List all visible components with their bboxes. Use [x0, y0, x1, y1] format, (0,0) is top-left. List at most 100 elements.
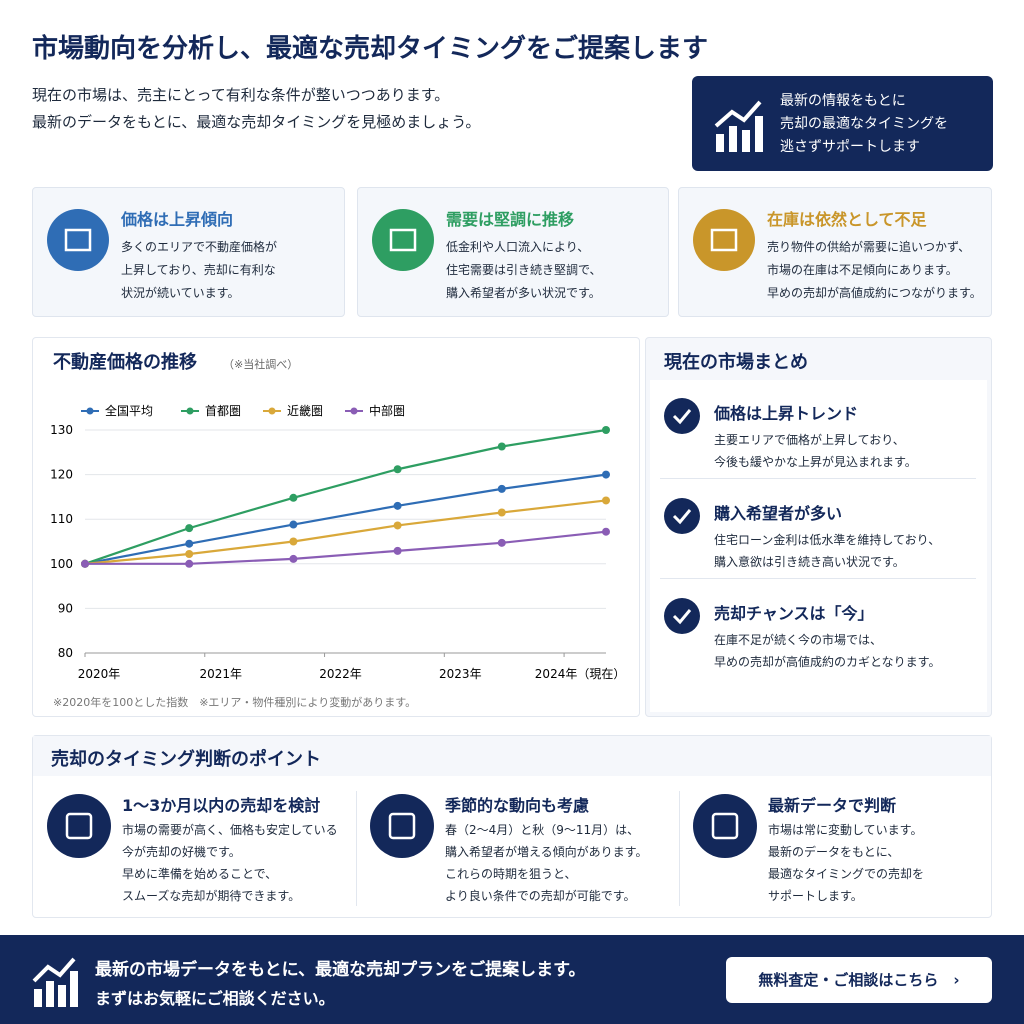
point-text: 購入希望者が増える傾向があります。 [445, 845, 648, 859]
chart: 不動産価格の推移 （※当社調べ） 80 90 100 110 120 130 2020年 2021… [50, 351, 626, 709]
lead: 現在の市場は、売主にとって有利な条件が整いつつあります。 [32, 86, 450, 104]
point-text: 市場は常に変動しています。 [768, 823, 923, 837]
check-circle [664, 398, 700, 434]
chart-subtitle: （※当社調べ） [223, 357, 298, 371]
points-title: 売却のタイミング判断のポイント [51, 749, 321, 770]
card-icon [47, 209, 109, 271]
data-point [393, 501, 402, 510]
x-tick-label: 2023年 [439, 667, 482, 681]
separator [660, 578, 976, 579]
data-point [289, 520, 298, 529]
point-icon [693, 794, 757, 858]
card-text: 購入希望者が多い状況です。 [446, 286, 601, 300]
check-icon [664, 498, 700, 534]
summary-item-text: 今後も緩やかな上昇が見込まれます。 [714, 455, 917, 469]
summary-item-text: 早めの売却が高値成約のカギとなります。 [714, 655, 941, 669]
card-text: 低金利や人口流入により、 [446, 240, 590, 254]
data-point [393, 465, 402, 474]
x-tick-label: 2022年 [319, 667, 362, 681]
point-text: 最新のデータをもとに、 [768, 845, 900, 859]
y-tick-label: 90 [58, 601, 73, 615]
icon-circle [370, 794, 434, 858]
data-point [393, 546, 402, 555]
summary-item-text: 主要エリアで価格が上昇しており、 [714, 433, 905, 447]
card-text: 市場の在庫は不足傾向にあります。 [767, 263, 958, 277]
point-icon [370, 794, 434, 858]
icon-circle [372, 209, 434, 271]
summary-item-text: 購入意欲は引き続き高い状況です。 [714, 555, 905, 569]
summary-item-text: 住宅ローン金利は低水準を維持しており、 [714, 533, 941, 547]
y-tick-label: 80 [58, 646, 73, 660]
data-point [602, 426, 610, 434]
check-circle [664, 598, 700, 634]
point-text: これらの時期を狙うと、 [445, 867, 577, 881]
data-point [289, 537, 298, 546]
summary-item-title: 売却チャンスは「今」 [714, 604, 874, 623]
point-text: サポートします。 [768, 889, 863, 903]
point-text: 市場の需要が高く、価格も安定している [122, 823, 338, 837]
data-point [185, 539, 194, 548]
card-text: 多くのエリアで不動産価格が [121, 240, 278, 254]
card: 需要は堅調に推移低金利や人口流入により、 住宅需要は引き続き堅調で、 購入希望者が多… [357, 187, 669, 317]
y-tick-label: 100 [50, 557, 73, 571]
point-text: 早めに準備を始めることで、 [122, 867, 278, 881]
card-icon [693, 209, 755, 271]
series-line [85, 530, 607, 565]
card-text: 住宅需要は引き続き堅調で、 [446, 263, 602, 277]
icon-glyph [65, 812, 93, 840]
data-point [602, 496, 610, 505]
series-line [84, 473, 607, 565]
card-icon [372, 209, 434, 271]
icon-glyph [389, 228, 417, 252]
badge-icon [714, 100, 763, 152]
data-point [497, 442, 506, 451]
legend-swatch [186, 407, 194, 415]
check-mark [672, 409, 692, 425]
check-circle [664, 498, 700, 534]
data-point [497, 538, 506, 547]
chart-note: ※2020年を100とした指数 ※エリア・物件種別により変動があります。 [53, 695, 416, 709]
data-point [289, 554, 298, 563]
icon-circle [47, 209, 109, 271]
data-point [602, 470, 610, 479]
check-mark [672, 509, 692, 525]
icon-glyph [388, 812, 416, 840]
series-line [84, 428, 607, 565]
summary-panel: 現在の市場まとめ 価格は上昇トレンド主要エリアで価格が上昇しており、 今後も緩やか… [645, 337, 992, 717]
data-point [185, 549, 194, 558]
card-title: 価格は上昇傾向 [121, 210, 234, 229]
footer-text: まずはお気軽にご相談ください。 [95, 989, 335, 1008]
legend-swatch [350, 407, 358, 415]
data-point [185, 524, 194, 533]
legend-swatch [268, 407, 276, 415]
icon-circle [693, 794, 757, 858]
card-title: 需要は堅調に推移 [446, 210, 575, 229]
icon-glyph [711, 812, 739, 840]
card-text: 上昇しており、売却に有利な [121, 263, 276, 277]
legend-label: 近畿圏 [287, 404, 323, 418]
data-point [393, 521, 402, 530]
separator [679, 791, 680, 906]
points-panel: 売却のタイミング判断のポイント 1〜3か月以内の売却を検討 市場の需要が高く、価格… [32, 735, 992, 918]
chart-title: 不動産価格の推移 [53, 351, 197, 373]
summary-title: 現在の市場まとめ [664, 352, 808, 373]
legend-label: 中部圏 [369, 403, 405, 418]
check-icon [664, 598, 700, 634]
badge-text: 最新の情報をもとに 売却の最適なタイミングを 逃さずサポートします [780, 93, 948, 155]
point-text: 春（2〜4月）と秋（9〜11月）は、 [445, 823, 640, 837]
icon-glyph [64, 228, 92, 252]
point-title: 最新データで判断 [768, 796, 897, 815]
icon-circle [47, 794, 111, 858]
x-tick-label: 2020年 [78, 667, 121, 681]
separator [660, 478, 976, 479]
badge: 最新の情報をもとに 売却の最適なタイミングを 逃さずサポートします [692, 76, 993, 171]
data-point [289, 493, 298, 502]
point-icon [47, 794, 111, 858]
legend-swatch [86, 407, 94, 415]
cta-button[interactable]: 無料査定・ご相談はこちら › [726, 957, 992, 1003]
x-tick-label: 2024年（現在） [535, 667, 626, 681]
legend-label: 全国平均 [105, 403, 153, 418]
data-point [185, 559, 194, 568]
summary-item-title: 価格は上昇トレンド [714, 404, 859, 423]
